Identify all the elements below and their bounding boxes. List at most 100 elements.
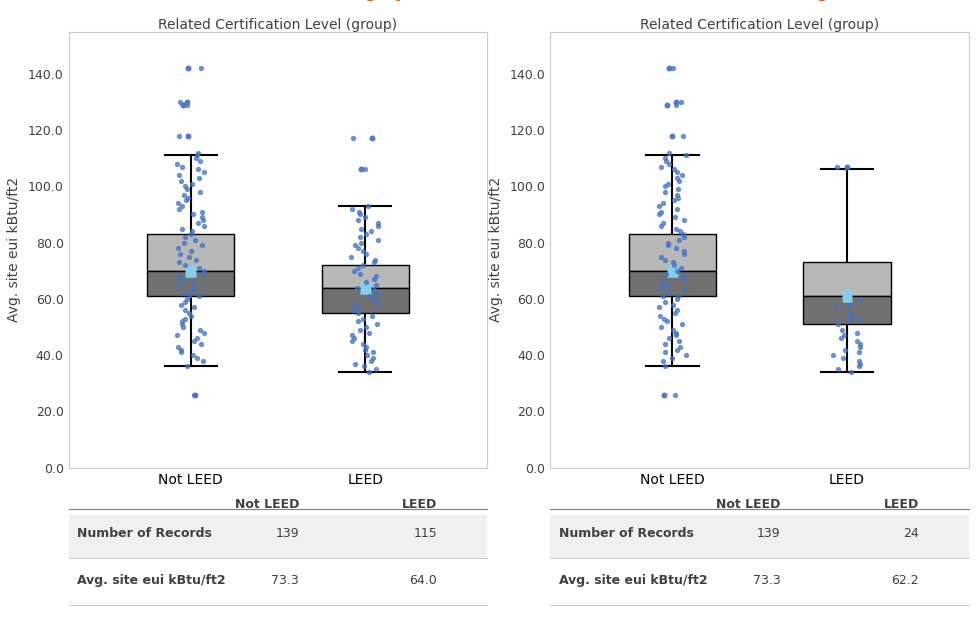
Point xyxy=(357,322,373,332)
Point xyxy=(364,133,379,143)
Bar xyxy=(322,265,409,288)
Point xyxy=(169,159,185,169)
Point xyxy=(174,223,190,233)
Point xyxy=(852,342,867,352)
Point xyxy=(659,240,675,251)
Point xyxy=(368,364,383,374)
Point xyxy=(192,187,207,197)
Bar xyxy=(147,234,234,271)
Point xyxy=(173,300,189,310)
Point xyxy=(850,356,866,366)
Point xyxy=(186,336,201,346)
Point xyxy=(827,302,843,312)
Point xyxy=(669,204,685,214)
Point xyxy=(352,237,368,247)
Title: LEED vs. Non-LEED (All Rating Sytems): LEED vs. Non-LEED (All Rating Sytems) xyxy=(96,0,460,1)
Point xyxy=(171,204,187,214)
Point xyxy=(353,223,369,233)
Point xyxy=(181,252,197,262)
Point xyxy=(675,249,690,259)
Point xyxy=(659,280,675,290)
Point xyxy=(187,389,202,399)
Point xyxy=(657,254,673,264)
Point xyxy=(351,206,367,216)
Point xyxy=(656,187,672,197)
Point xyxy=(367,254,382,264)
Text: 62.2: 62.2 xyxy=(890,574,918,587)
Point xyxy=(834,353,850,363)
Point xyxy=(170,280,186,290)
Text: Number of Records: Number of Records xyxy=(558,528,692,540)
Point xyxy=(671,342,687,352)
Point xyxy=(180,192,196,203)
Point xyxy=(189,150,204,160)
Point xyxy=(352,269,368,279)
Point xyxy=(371,221,386,231)
Point xyxy=(668,97,684,107)
FancyBboxPatch shape xyxy=(550,561,968,604)
Point xyxy=(177,260,193,270)
Point xyxy=(677,150,692,160)
Point xyxy=(366,285,381,295)
Point xyxy=(675,246,690,256)
Point xyxy=(672,227,688,237)
X-axis label: Related Certification Level (group): Related Certification Level (group) xyxy=(158,18,397,32)
Point xyxy=(175,322,191,332)
Point xyxy=(345,305,361,316)
Point xyxy=(824,350,840,360)
Point xyxy=(657,269,673,279)
Point xyxy=(370,218,385,228)
Point xyxy=(676,274,691,284)
Point xyxy=(344,331,360,341)
Point xyxy=(671,175,687,186)
Point xyxy=(676,285,691,295)
Bar xyxy=(628,271,715,296)
Point xyxy=(651,310,667,321)
Point xyxy=(661,288,677,298)
Point xyxy=(346,240,362,251)
Point xyxy=(668,167,684,177)
Point xyxy=(357,345,373,355)
Point xyxy=(361,367,377,377)
Bar xyxy=(147,271,234,296)
Point xyxy=(851,314,867,324)
Point xyxy=(660,237,676,247)
Point xyxy=(360,201,376,211)
Point xyxy=(177,297,193,307)
Point xyxy=(650,201,666,211)
Point xyxy=(675,232,690,242)
Point xyxy=(196,356,211,366)
Point xyxy=(183,285,199,295)
Point xyxy=(661,148,677,158)
Point xyxy=(355,246,371,256)
Point xyxy=(176,237,192,247)
Point xyxy=(654,283,670,293)
Point xyxy=(170,271,186,281)
Point xyxy=(848,336,864,346)
Point xyxy=(368,271,383,281)
Point xyxy=(656,181,672,191)
Point xyxy=(177,314,193,324)
Point xyxy=(652,252,668,262)
Point xyxy=(172,249,188,259)
Point xyxy=(659,316,675,326)
Point xyxy=(175,100,191,110)
Point xyxy=(170,198,186,208)
Point xyxy=(350,316,366,326)
Point xyxy=(851,362,867,372)
Point xyxy=(358,277,374,287)
Point xyxy=(176,190,192,200)
Point xyxy=(347,300,363,310)
Point xyxy=(355,314,371,324)
Point xyxy=(186,302,201,312)
Point xyxy=(368,288,383,298)
Point xyxy=(655,389,671,399)
Point xyxy=(186,350,201,360)
Point xyxy=(369,319,384,329)
Point xyxy=(655,291,671,301)
Point xyxy=(840,316,856,326)
Point xyxy=(349,263,365,273)
Point xyxy=(659,179,675,189)
Point xyxy=(186,277,201,287)
Text: Number of Records: Number of Records xyxy=(77,528,211,540)
